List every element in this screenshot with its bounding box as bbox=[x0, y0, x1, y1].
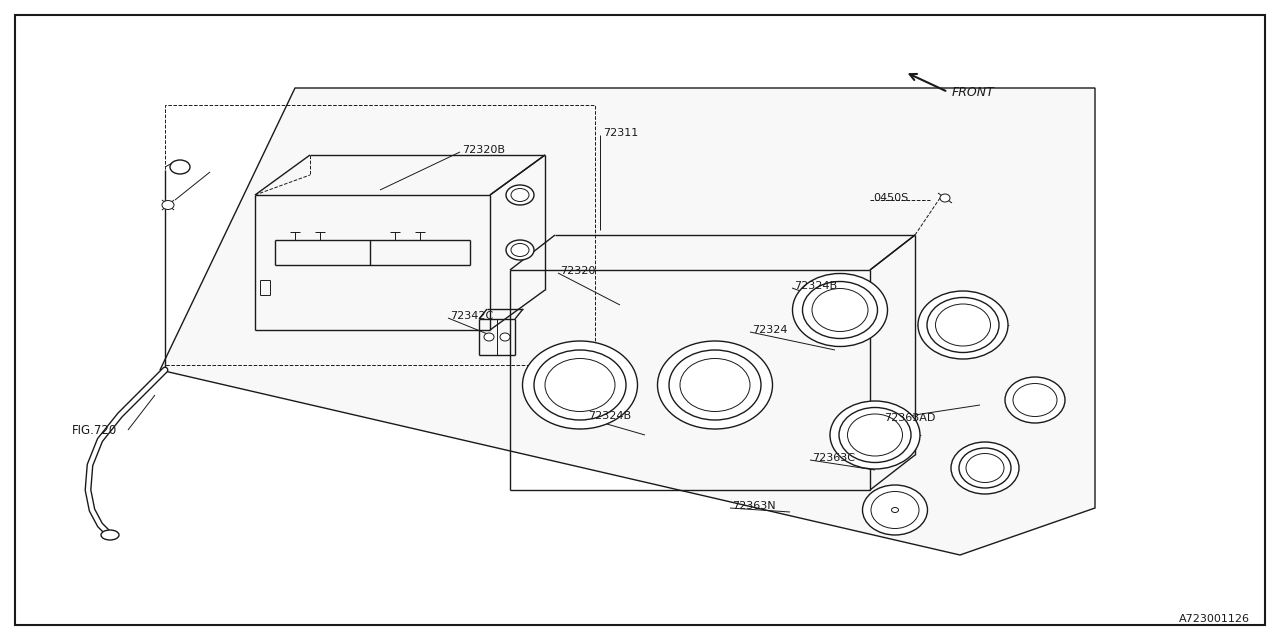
Ellipse shape bbox=[506, 185, 534, 205]
Ellipse shape bbox=[966, 454, 1004, 483]
Text: 0450S: 0450S bbox=[873, 193, 909, 203]
Ellipse shape bbox=[863, 485, 928, 535]
Ellipse shape bbox=[847, 414, 902, 456]
Ellipse shape bbox=[511, 189, 529, 202]
Ellipse shape bbox=[792, 273, 887, 346]
Text: 72363N: 72363N bbox=[732, 501, 776, 511]
Text: 72324B: 72324B bbox=[794, 281, 837, 291]
Ellipse shape bbox=[534, 350, 626, 420]
Ellipse shape bbox=[812, 289, 868, 332]
Ellipse shape bbox=[918, 291, 1009, 359]
Ellipse shape bbox=[163, 200, 174, 209]
Text: A723001126: A723001126 bbox=[1179, 614, 1251, 624]
Ellipse shape bbox=[101, 530, 119, 540]
Ellipse shape bbox=[959, 448, 1011, 488]
Ellipse shape bbox=[829, 401, 920, 469]
Ellipse shape bbox=[1012, 383, 1057, 417]
Text: 72320: 72320 bbox=[561, 266, 595, 276]
Text: 72342C: 72342C bbox=[451, 311, 493, 321]
Ellipse shape bbox=[891, 508, 899, 513]
Ellipse shape bbox=[545, 358, 614, 412]
Ellipse shape bbox=[951, 442, 1019, 494]
Ellipse shape bbox=[927, 298, 998, 353]
Text: 72363AD: 72363AD bbox=[884, 413, 936, 423]
Text: 72311: 72311 bbox=[603, 128, 639, 138]
Ellipse shape bbox=[658, 341, 773, 429]
Ellipse shape bbox=[870, 492, 919, 529]
Text: FIG.720: FIG.720 bbox=[72, 424, 118, 436]
Ellipse shape bbox=[506, 240, 534, 260]
Ellipse shape bbox=[500, 333, 509, 341]
Ellipse shape bbox=[838, 408, 911, 463]
Ellipse shape bbox=[680, 358, 750, 412]
Ellipse shape bbox=[940, 194, 950, 202]
Ellipse shape bbox=[522, 341, 637, 429]
Ellipse shape bbox=[170, 160, 189, 174]
Text: 72324: 72324 bbox=[753, 325, 787, 335]
Text: 72324B: 72324B bbox=[588, 411, 631, 421]
Ellipse shape bbox=[803, 282, 878, 339]
Text: FRONT: FRONT bbox=[952, 86, 995, 99]
Text: 72363C: 72363C bbox=[812, 453, 855, 463]
Ellipse shape bbox=[936, 304, 991, 346]
Ellipse shape bbox=[484, 333, 494, 341]
Polygon shape bbox=[160, 88, 1094, 555]
Ellipse shape bbox=[1005, 377, 1065, 423]
Ellipse shape bbox=[511, 243, 529, 257]
Text: 72320B: 72320B bbox=[462, 145, 506, 155]
Ellipse shape bbox=[669, 350, 762, 420]
